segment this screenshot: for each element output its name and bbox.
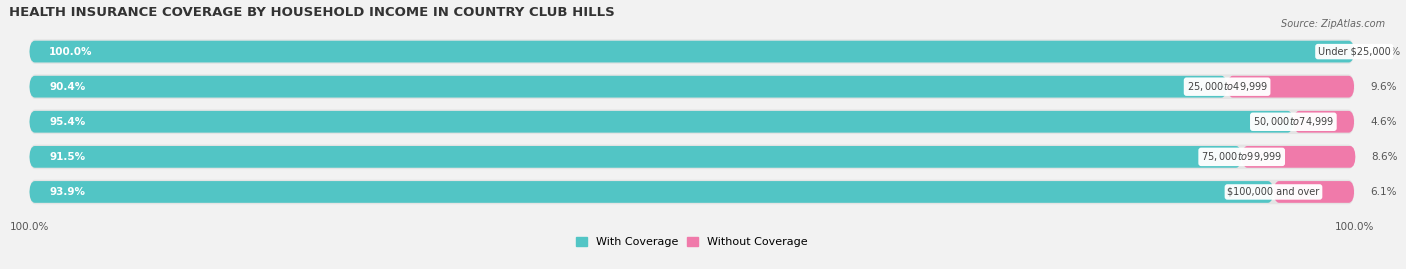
FancyBboxPatch shape — [1227, 76, 1354, 98]
Text: HEALTH INSURANCE COVERAGE BY HOUSEHOLD INCOME IN COUNTRY CLUB HILLS: HEALTH INSURANCE COVERAGE BY HOUSEHOLD I… — [10, 6, 614, 19]
FancyBboxPatch shape — [30, 75, 1354, 99]
Text: 0.0%: 0.0% — [1374, 47, 1400, 56]
Text: $75,000 to $99,999: $75,000 to $99,999 — [1201, 150, 1282, 163]
FancyBboxPatch shape — [30, 111, 1294, 133]
Text: 9.6%: 9.6% — [1371, 82, 1396, 92]
FancyBboxPatch shape — [30, 181, 1274, 203]
FancyBboxPatch shape — [30, 109, 1354, 134]
FancyBboxPatch shape — [30, 76, 1227, 98]
Text: $50,000 to $74,999: $50,000 to $74,999 — [1253, 115, 1334, 128]
Text: 91.5%: 91.5% — [49, 152, 86, 162]
Text: Source: ZipAtlas.com: Source: ZipAtlas.com — [1281, 19, 1385, 29]
Text: $100,000 and over: $100,000 and over — [1227, 187, 1320, 197]
FancyBboxPatch shape — [30, 41, 1354, 62]
Text: 100.0%: 100.0% — [49, 47, 93, 56]
FancyBboxPatch shape — [30, 146, 1241, 168]
FancyBboxPatch shape — [30, 144, 1354, 169]
FancyBboxPatch shape — [30, 39, 1354, 64]
FancyBboxPatch shape — [1274, 181, 1354, 203]
FancyBboxPatch shape — [1294, 111, 1354, 133]
FancyBboxPatch shape — [30, 180, 1354, 204]
Text: 90.4%: 90.4% — [49, 82, 86, 92]
Text: $25,000 to $49,999: $25,000 to $49,999 — [1187, 80, 1268, 93]
Text: 6.1%: 6.1% — [1371, 187, 1396, 197]
Text: 93.9%: 93.9% — [49, 187, 86, 197]
Text: 4.6%: 4.6% — [1371, 117, 1396, 127]
Text: Under $25,000: Under $25,000 — [1317, 47, 1391, 56]
Text: 8.6%: 8.6% — [1371, 152, 1398, 162]
FancyBboxPatch shape — [1241, 146, 1355, 168]
Text: 95.4%: 95.4% — [49, 117, 86, 127]
Legend: With Coverage, Without Coverage: With Coverage, Without Coverage — [576, 237, 807, 247]
